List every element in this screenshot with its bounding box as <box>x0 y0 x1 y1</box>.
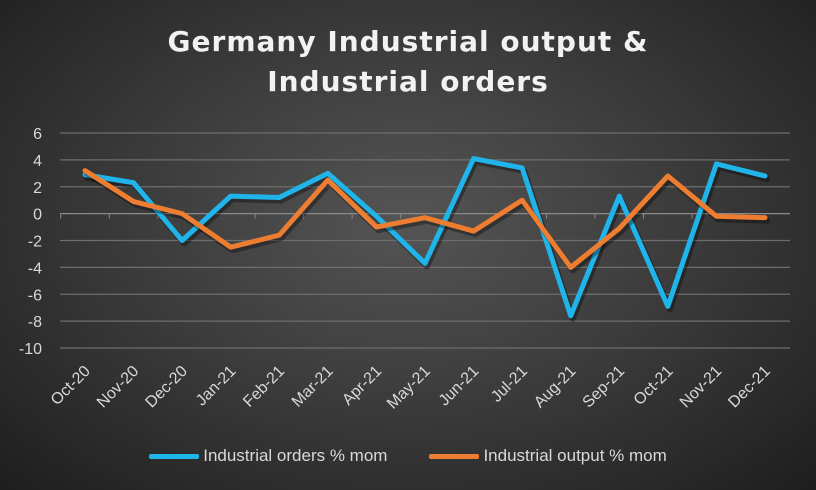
legend-swatch-orders <box>149 453 200 459</box>
legend-item-orders: Industrial orders % mom <box>149 446 387 466</box>
legend-swatch-output <box>429 453 480 459</box>
x-tick-label: Jun-21 <box>436 363 483 410</box>
y-tick-label: -10 <box>19 341 42 358</box>
x-tick-label: Jan-21 <box>193 363 240 410</box>
x-tick-label: Feb-21 <box>240 363 288 411</box>
x-tick-label: Sep-21 <box>580 363 629 412</box>
x-tick-label: Dec-21 <box>725 363 774 412</box>
legend: Industrial orders % mom Industrial outpu… <box>0 446 816 466</box>
y-tick-label: -6 <box>28 287 42 304</box>
y-tick-label: -4 <box>28 260 42 277</box>
x-tick-label: Dec-20 <box>142 363 191 412</box>
chart-title-line-2: Industrial orders <box>267 65 549 98</box>
legend-label-output: Industrial output % mom <box>483 446 667 465</box>
chart-title: Germany Industrial output & Industrial o… <box>0 22 816 102</box>
x-tick-label: May-21 <box>384 363 434 413</box>
y-tick-label: 2 <box>33 180 42 197</box>
x-tick-label: Nov-21 <box>677 363 726 412</box>
x-tick-label: Mar-21 <box>289 363 337 411</box>
legend-label-orders: Industrial orders % mom <box>203 446 388 465</box>
y-tick-label: -8 <box>28 314 42 331</box>
y-tick-label: 4 <box>33 153 42 170</box>
x-tick-label: Apr-21 <box>339 363 385 409</box>
legend-item-output: Industrial output % mom <box>429 446 667 466</box>
x-tick-label: Aug-21 <box>531 363 580 412</box>
y-tick-label: 0 <box>33 207 42 224</box>
x-tick-label: Nov-20 <box>94 363 143 412</box>
chart-title-line-1: Germany Industrial output & <box>167 25 649 58</box>
y-tick-label: 6 <box>33 126 42 143</box>
x-tick-label: Oct-20 <box>48 363 94 409</box>
x-tick-label: Oct-21 <box>631 363 677 409</box>
y-tick-label: -2 <box>28 234 42 251</box>
x-tick-label: Jul-21 <box>488 363 531 406</box>
